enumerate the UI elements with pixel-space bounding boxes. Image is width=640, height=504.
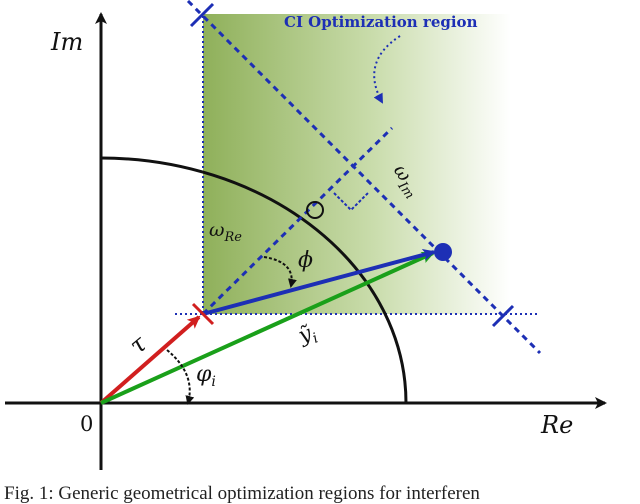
im-axis-label: Im bbox=[50, 28, 83, 56]
varphi-label: φi bbox=[196, 362, 216, 390]
omega-re-label: ωRe bbox=[209, 219, 242, 245]
origin-label: 0 bbox=[80, 412, 93, 436]
unit-circle-arc bbox=[100, 156, 408, 404]
tick-bottom bbox=[491, 304, 515, 328]
intersection-circle bbox=[306, 201, 324, 219]
boundary-line-omega-im bbox=[186, 0, 542, 355]
tick-top bbox=[189, 2, 215, 28]
vector-y bbox=[100, 251, 435, 405]
right-angle-marker bbox=[333, 192, 369, 212]
tau-label: τ bbox=[124, 329, 153, 359]
re-axis-label: Re bbox=[540, 411, 573, 439]
boundary-line-omega-re bbox=[201, 126, 394, 316]
phi-angle-arc bbox=[263, 256, 297, 288]
tau-end-tick bbox=[191, 302, 215, 326]
y-label: ỹi bbox=[294, 319, 321, 351]
phi-label: ϕ bbox=[298, 248, 313, 273]
figure-caption: Fig. 1: Generic geometrical optimization… bbox=[4, 483, 480, 504]
diagram-canvas: CI Optimization region Im Re 0 ωRe ωIm ϕ… bbox=[5, 0, 607, 470]
target-point bbox=[434, 243, 452, 261]
vector-phi bbox=[202, 249, 436, 316]
vector-tau bbox=[99, 315, 201, 405]
varphi-angle-arc bbox=[166, 349, 195, 405]
region-label: CI Optimization region bbox=[284, 13, 478, 31]
